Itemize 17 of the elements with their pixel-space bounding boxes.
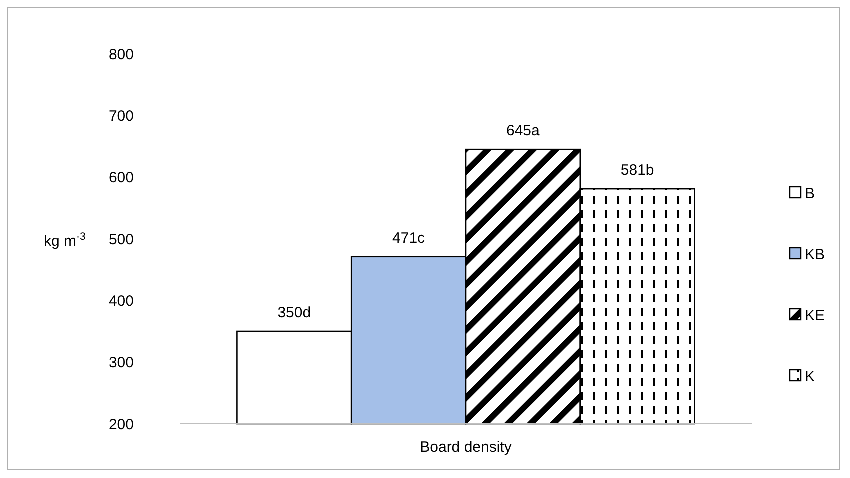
y-tick-label: 700 (108, 108, 134, 125)
y-tick-label: 400 (108, 292, 134, 310)
y-tick-label: 300 (108, 354, 134, 372)
y-tick-label: 800 (108, 46, 134, 64)
y-tick-label: 600 (108, 170, 134, 187)
legend-label: B (805, 185, 816, 202)
data-label: 471c (392, 230, 426, 247)
y-tick-label: 200 (108, 416, 134, 434)
y-tick-label: 500 (108, 231, 134, 248)
data-label: 581b (620, 162, 654, 180)
legend-label: K (805, 368, 816, 386)
data-label: 350d (278, 304, 312, 322)
x-tick-label: Board density (420, 439, 512, 456)
legend-label: KE (805, 307, 826, 324)
y-axis-title: kg m$^{-3}$ (44, 231, 86, 250)
legend-label: KB (805, 246, 826, 264)
data-label: 645a (506, 122, 541, 140)
